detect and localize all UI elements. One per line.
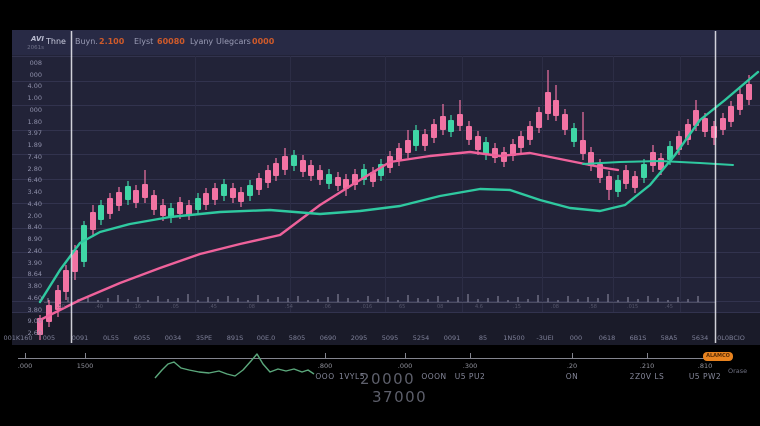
candle-body <box>623 170 629 184</box>
x-axis-strip <box>12 313 760 345</box>
timeframe-label[interactable]: Thne <box>46 37 66 46</box>
candle-body <box>291 155 297 166</box>
header-bar <box>12 30 760 55</box>
candle-body <box>413 130 419 146</box>
ma-line-teal <box>38 70 760 304</box>
candle-body <box>518 136 524 148</box>
ma-line-pink <box>38 150 620 322</box>
candle-body <box>46 305 52 322</box>
candle-body <box>265 170 271 183</box>
candle-body <box>230 188 236 198</box>
candle-body <box>641 164 647 178</box>
candle-body <box>615 180 621 192</box>
candle-body <box>396 148 402 161</box>
candle-body <box>326 174 332 184</box>
candle-body <box>107 198 113 214</box>
lyany-label: Lyany <box>190 37 214 46</box>
candle-body <box>746 84 752 100</box>
candle-body <box>448 120 454 132</box>
candle-body <box>63 270 69 292</box>
ma-line-teal-flat <box>582 159 734 166</box>
candle-body <box>571 128 577 142</box>
candle-body <box>457 114 463 126</box>
candle-body <box>168 208 174 218</box>
candle-body <box>308 165 314 176</box>
candle-body <box>632 176 638 188</box>
candle-body <box>37 318 43 335</box>
candle-body <box>116 192 122 206</box>
candle-body <box>282 156 288 170</box>
candle-body <box>527 126 533 140</box>
candle-body <box>81 225 87 262</box>
candle-body <box>273 163 279 176</box>
candle-body <box>142 184 148 198</box>
candle-body <box>195 198 201 210</box>
candle-body <box>370 172 376 182</box>
candle-body <box>440 116 446 130</box>
candle-body <box>221 184 227 196</box>
candle-body <box>151 195 157 210</box>
candle-body <box>72 250 78 272</box>
candle-body <box>606 176 612 190</box>
candle-body <box>238 192 244 202</box>
candle-body <box>256 178 262 190</box>
last-label: Elyst <box>134 37 154 46</box>
candle-body <box>737 94 743 110</box>
candle-body <box>422 134 428 146</box>
candle-body <box>335 177 341 186</box>
candle-body <box>55 290 61 310</box>
candle-body <box>536 112 542 128</box>
candle-body <box>702 118 708 132</box>
candle-body <box>247 185 253 196</box>
candle-body <box>405 140 411 153</box>
candle-body <box>475 136 481 150</box>
candle-body <box>720 118 726 130</box>
candle-body <box>466 126 472 140</box>
candle-body <box>650 152 656 166</box>
candle-body <box>317 170 323 180</box>
candle-body <box>510 144 516 156</box>
range-badge[interactable]: ALAMCO <box>703 352 733 361</box>
timeline-scrollbar[interactable] <box>16 349 716 363</box>
candle-body <box>562 114 568 130</box>
candle-body <box>580 140 586 154</box>
candle-body <box>667 146 673 160</box>
candle-body <box>483 142 489 154</box>
candle-body <box>553 100 559 116</box>
candle-body <box>186 205 192 215</box>
candle-body <box>90 212 96 230</box>
candle-body <box>728 106 734 122</box>
ulegcars-label: Ulegcars <box>216 37 251 46</box>
candle-body <box>177 202 183 214</box>
candle-body <box>160 205 166 216</box>
candle-body <box>431 124 437 138</box>
candle-body <box>125 186 131 200</box>
candle-body <box>203 193 209 205</box>
candle-body <box>98 205 104 220</box>
candle-body <box>545 92 551 114</box>
candle-body <box>300 160 306 172</box>
candle-body <box>133 190 139 203</box>
candle-body <box>212 188 218 200</box>
buy-label: Buyn. <box>75 37 98 46</box>
navigator-sparkline <box>154 353 315 379</box>
